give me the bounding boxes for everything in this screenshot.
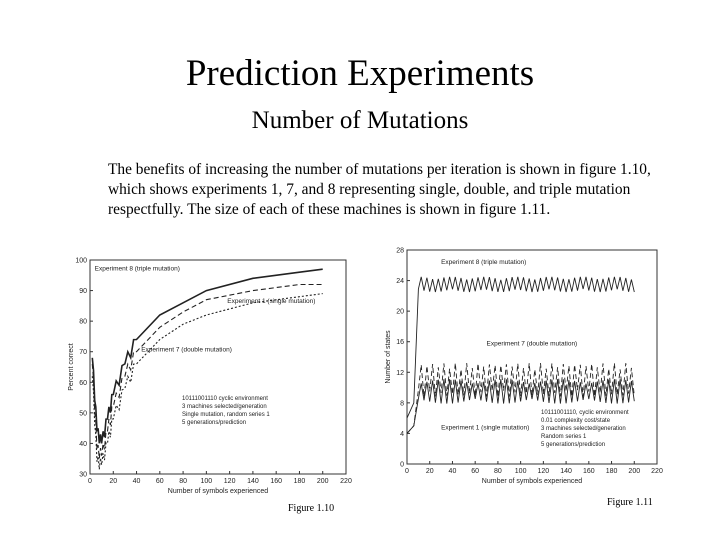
figure-1-10-legend-line: 5 generations/prediction <box>182 420 246 426</box>
fig2-plot-frame <box>406 249 658 465</box>
fig2-x-tick-label: 80 <box>494 468 502 475</box>
fig2-y-tick-label: 4 <box>400 431 404 438</box>
fig1-y-tick-label: 40 <box>79 441 87 448</box>
fig1-x-tick-label: 60 <box>156 478 164 485</box>
fig2-x-tick-label: 220 <box>651 468 663 475</box>
fig1-y-axis-label: Percent correct <box>68 343 75 391</box>
fig2-series-line <box>406 276 635 419</box>
fig1-y-tick-label: 80 <box>79 319 87 326</box>
fig1-plot-frame <box>89 259 347 475</box>
fig1-y-tick-label: 30 <box>79 472 87 479</box>
fig2-series-label: Experiment 8 (triple mutation) <box>441 259 526 266</box>
slide-title: Prediction Experiments <box>185 53 535 94</box>
fig2-y-axis-label: Number of states <box>385 330 392 384</box>
fig2-x-axis-label: Number of symbols experienced <box>482 478 582 485</box>
fig2-x-tick-label: 160 <box>583 468 595 475</box>
figure-1-11-legend-line: 0.01 complexity cost/state <box>541 418 611 424</box>
fig2-series-line <box>406 379 635 434</box>
fig1-series-label: Experiment 7 (double mutation) <box>141 347 232 354</box>
fig1-y-tick-label: 90 <box>79 288 87 295</box>
fig1-series-label: Experiment 1 (single mutation) <box>227 298 315 305</box>
fig1-y-tick-label: 100 <box>75 258 87 265</box>
figure-1-10: 10111001110 cyclic environment 3 machine… <box>60 250 356 496</box>
fig2-series-line <box>406 363 635 434</box>
figure-1-11: 10111001110, cyclic environment 0.01 com… <box>375 242 667 492</box>
fig2-y-tick-label: 24 <box>396 278 404 285</box>
slide-body-text: The benefits of increasing the number of… <box>108 161 651 218</box>
fig1-x-tick-label: 120 <box>224 478 236 485</box>
fig2-x-tick-label: 140 <box>560 468 572 475</box>
fig2-y-tick-label: 8 <box>400 400 404 407</box>
fig2-y-tick-label: 12 <box>396 370 404 377</box>
figure-1-10-caption: Figure 1.10 <box>288 503 335 514</box>
fig2-series-label: Experiment 7 (double mutation) <box>487 341 578 348</box>
figure-1-11-legend-line: 3 machines selected/generation <box>541 426 626 432</box>
figure-1-11-legend-line: Random series 1 <box>541 434 587 440</box>
figure-1-10-legend-line: Single mutation, random series 1 <box>182 412 270 418</box>
fig1-y-tick-label: 70 <box>79 349 87 356</box>
fig1-x-tick-label: 0 <box>88 478 92 485</box>
figure-1-11-chart: 10111001110, cyclic environment 0.01 com… <box>385 248 663 486</box>
fig1-x-tick-label: 40 <box>133 478 141 485</box>
fig2-y-tick-label: 0 <box>400 462 404 469</box>
fig1-x-tick-label: 100 <box>201 478 213 485</box>
fig2-y-tick-label: 16 <box>396 339 404 346</box>
fig2-y-tick-label: 28 <box>396 248 404 255</box>
fig2-y-tick-label: 20 <box>396 309 404 316</box>
fig2-x-tick-label: 200 <box>628 468 640 475</box>
fig1-x-tick-label: 200 <box>317 478 329 485</box>
fig1-x-tick-label: 160 <box>270 478 282 485</box>
fig1-x-tick-label: 80 <box>179 478 187 485</box>
fig2-x-tick-label: 0 <box>405 468 409 475</box>
figure-1-10-legend-line: 10111001110 cyclic environment <box>182 396 268 402</box>
fig2-x-tick-label: 20 <box>426 468 434 475</box>
figure-1-11-legend-line: 5 generations/prediction <box>541 442 605 448</box>
fig2-x-tick-label: 60 <box>471 468 479 475</box>
fig1-y-tick-label: 60 <box>79 380 87 387</box>
figure-1-10-legend-line: 3 machines selected/generation <box>182 404 267 410</box>
fig2-x-tick-label: 120 <box>538 468 550 475</box>
fig1-x-tick-label: 180 <box>294 478 306 485</box>
fig1-x-tick-label: 20 <box>109 478 117 485</box>
fig1-series-line <box>91 293 323 470</box>
fig1-series-line <box>91 268 323 444</box>
fig1-series-line <box>91 283 323 459</box>
fig1-series-label: Experiment 8 (triple mutation) <box>95 266 180 273</box>
figure-1-11-legend-line: 10111001110, cyclic environment <box>541 410 629 416</box>
fig1-x-tick-label: 140 <box>247 478 259 485</box>
figure-1-11-caption: Figure 1.11 <box>607 497 653 508</box>
fig1-x-axis-label: Number of symbols experienced <box>168 488 268 495</box>
fig2-series-label: Experiment 1 (single mutation) <box>441 425 529 432</box>
fig1-x-tick-label: 220 <box>340 478 352 485</box>
fig2-x-tick-label: 100 <box>515 468 527 475</box>
fig2-x-tick-label: 180 <box>606 468 618 475</box>
slide-subtitle: Number of Mutations <box>251 107 469 134</box>
fig1-y-tick-label: 50 <box>79 410 87 417</box>
figure-1-10-chart: 10111001110 cyclic environment 3 machine… <box>68 258 352 496</box>
fig2-x-tick-label: 40 <box>449 468 457 475</box>
